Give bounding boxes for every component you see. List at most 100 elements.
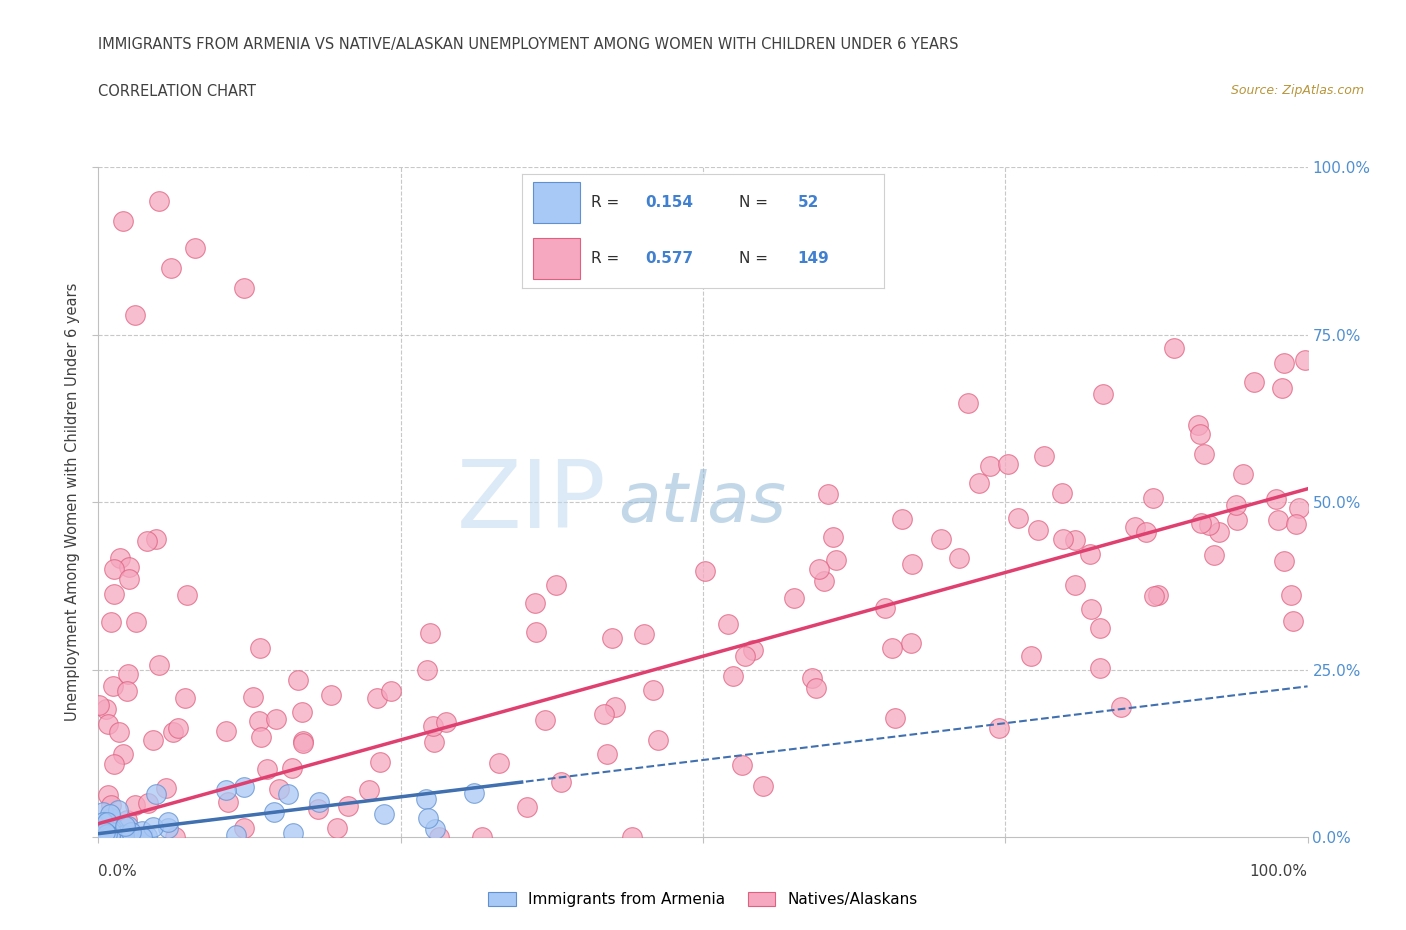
Point [368, 754, 391, 769]
Point [1052, 532, 1074, 547]
Point [125, 615, 148, 630]
Point [101, 820, 124, 835]
Point [1198, 518, 1220, 533]
Point [307, 801, 329, 816]
Point [326, 820, 349, 835]
Point [148, 193, 170, 208]
Point [87, 819, 110, 834]
Point [1064, 533, 1087, 548]
Point [647, 732, 669, 747]
Point [463, 786, 485, 801]
Point [131, 824, 153, 839]
Point [1271, 381, 1294, 396]
Point [107, 724, 129, 739]
Point [101, 679, 124, 694]
Point [884, 711, 907, 725]
Point [173, 690, 195, 705]
Point [1123, 519, 1146, 534]
Point [90, 827, 112, 842]
Point [891, 512, 914, 526]
Point [281, 761, 304, 776]
Point [100, 614, 122, 629]
Point [695, 564, 717, 578]
Point [1019, 648, 1042, 663]
Point [807, 562, 830, 577]
Point [427, 830, 450, 844]
Text: atlas: atlas [619, 469, 786, 536]
Point [1189, 516, 1212, 531]
Point [1088, 661, 1111, 676]
Point [593, 707, 616, 722]
Point [524, 625, 547, 640]
Point [89, 825, 111, 840]
Point [103, 562, 125, 577]
Point [734, 648, 756, 663]
Point [731, 757, 754, 772]
Point [145, 531, 167, 546]
Point [89, 819, 111, 834]
Point [93, 821, 115, 836]
Point [128, 830, 150, 844]
Point [1243, 375, 1265, 390]
Point [1208, 525, 1230, 540]
Point [155, 781, 177, 796]
Point [929, 531, 952, 546]
Point [160, 260, 183, 275]
Point [873, 600, 896, 615]
Point [117, 666, 139, 681]
Point [544, 578, 567, 592]
Point [124, 798, 146, 813]
Point [94, 824, 117, 839]
Point [948, 551, 970, 565]
Point [269, 781, 291, 796]
Point [96, 825, 118, 840]
Point [1188, 427, 1211, 442]
Point [1294, 352, 1316, 367]
Point [1232, 467, 1254, 482]
Point [1109, 699, 1132, 714]
Point [214, 783, 236, 798]
Point [801, 671, 824, 685]
Point [967, 475, 990, 490]
Point [87, 698, 110, 712]
Point [291, 736, 314, 751]
Point [165, 830, 187, 844]
Point [359, 783, 381, 798]
Text: CORRELATION CHART: CORRELATION CHART [98, 84, 256, 99]
Point [263, 804, 285, 819]
Point [217, 795, 239, 810]
Point [162, 724, 184, 739]
Point [1272, 553, 1295, 568]
Point [1226, 512, 1249, 527]
Point [264, 711, 287, 726]
Point [250, 730, 273, 745]
Point [111, 214, 134, 229]
Point [167, 721, 190, 736]
Point [287, 672, 309, 687]
Point [131, 830, 153, 844]
Point [114, 818, 136, 833]
Point [103, 587, 125, 602]
Text: Source: ZipAtlas.com: Source: ZipAtlas.com [1230, 84, 1364, 97]
Point [156, 821, 179, 836]
Point [247, 714, 270, 729]
Point [100, 811, 122, 826]
Point [98, 829, 121, 844]
Point [603, 699, 626, 714]
Legend: Immigrants from Armenia, Natives/Alaskans: Immigrants from Armenia, Natives/Alaskan… [482, 885, 924, 913]
Point [242, 690, 264, 705]
Point [1033, 448, 1056, 463]
Point [232, 779, 254, 794]
Point [523, 596, 546, 611]
Point [96, 827, 118, 842]
Point [225, 828, 247, 843]
Point [633, 627, 655, 642]
Point [380, 684, 402, 698]
Point [416, 810, 439, 825]
Y-axis label: Unemployment Among Women with Children Under 6 years: Unemployment Among Women with Children U… [65, 283, 80, 722]
Point [1281, 614, 1303, 629]
Point [136, 534, 159, 549]
Point [600, 631, 623, 645]
Point [131, 830, 153, 844]
Point [96, 815, 118, 830]
